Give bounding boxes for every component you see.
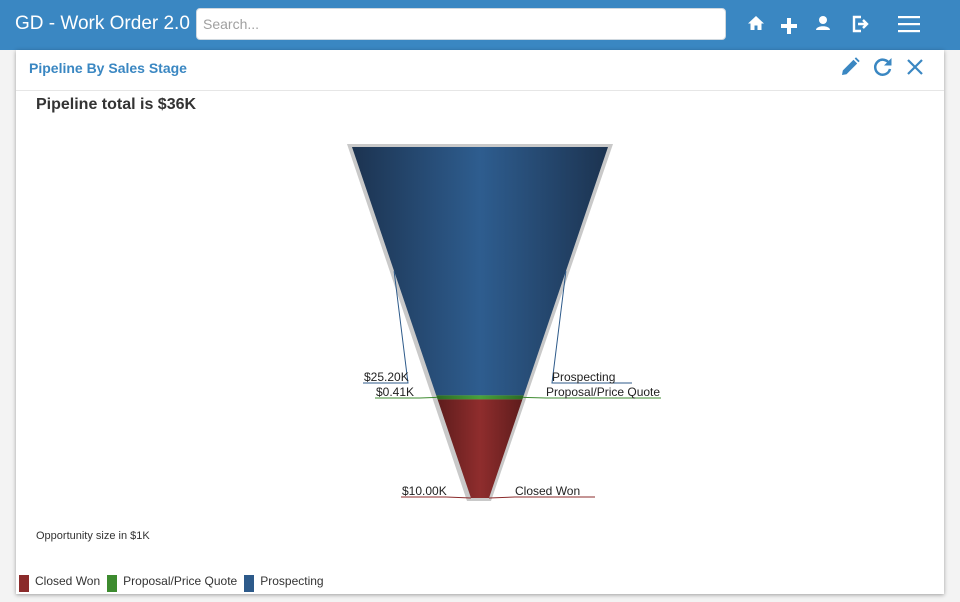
- funnel-leader-line: [401, 496, 472, 499]
- legend-label: Closed Won: [35, 574, 101, 588]
- legend-label: Prospecting: [260, 574, 324, 588]
- funnel-value-label: $10.00K: [402, 484, 447, 498]
- funnel-leader-line: [363, 271, 409, 384]
- legend-item-proposal[interactable]: Proposal/Price Quote: [107, 571, 237, 592]
- funnel-stage-label: Prospecting: [552, 370, 615, 384]
- legend-label: Proposal/Price Quote: [123, 574, 238, 588]
- refresh-icon[interactable]: [872, 56, 894, 78]
- funnel-leader-line: [523, 396, 661, 399]
- funnel-leader-line: [375, 396, 437, 399]
- plus-icon[interactable]: [779, 16, 799, 36]
- top-navbar: GD - Work Order 2.0: [0, 0, 960, 50]
- legend-swatch: [19, 574, 29, 592]
- legend-item-prospecting[interactable]: Prospecting: [244, 571, 324, 592]
- funnel-leader-line: [488, 496, 595, 499]
- search-input[interactable]: [196, 8, 726, 40]
- funnel-value-label: $25.20K: [364, 370, 409, 384]
- close-icon[interactable]: [904, 56, 926, 78]
- funnel-segment-closed-won[interactable]: [437, 399, 523, 498]
- logout-icon[interactable]: [850, 14, 870, 34]
- home-icon[interactable]: [746, 14, 766, 34]
- app-title[interactable]: GD - Work Order 2.0: [15, 13, 190, 34]
- menu-icon[interactable]: [897, 13, 921, 35]
- panel-title[interactable]: Pipeline By Sales Stage: [29, 60, 187, 76]
- funnel-chart: $25.20K Prospecting $0.41K Proposal/Price Q…: [347, 144, 661, 501]
- dashlet-panel: Pipeline By Sales Stage Pipeline total i…: [16, 50, 944, 594]
- opportunity-size-note: Opportunity size in $1K: [36, 530, 150, 542]
- funnel-stage-label: Closed Won: [515, 484, 580, 498]
- panel-header: Pipeline By Sales Stage: [16, 50, 944, 91]
- chart-legend: Closed Won Proposal/Price Quote Prospect…: [19, 571, 331, 592]
- funnel-segment-proposal-price-quote[interactable]: [436, 395, 524, 400]
- user-icon[interactable]: [813, 14, 833, 34]
- legend-swatch: [244, 574, 255, 592]
- funnel-segment-prospecting[interactable]: [352, 147, 608, 396]
- funnel-leader-line: [551, 271, 632, 384]
- legend-swatch: [107, 574, 118, 592]
- pipeline-total-title: Pipeline total is $36K: [36, 96, 197, 113]
- edit-icon[interactable]: [839, 56, 861, 78]
- legend-item-closed-won[interactable]: Closed Won: [19, 571, 100, 592]
- funnel-value-label: $0.41K: [376, 385, 414, 399]
- funnel-stage-label: Proposal/Price Quote: [546, 385, 660, 399]
